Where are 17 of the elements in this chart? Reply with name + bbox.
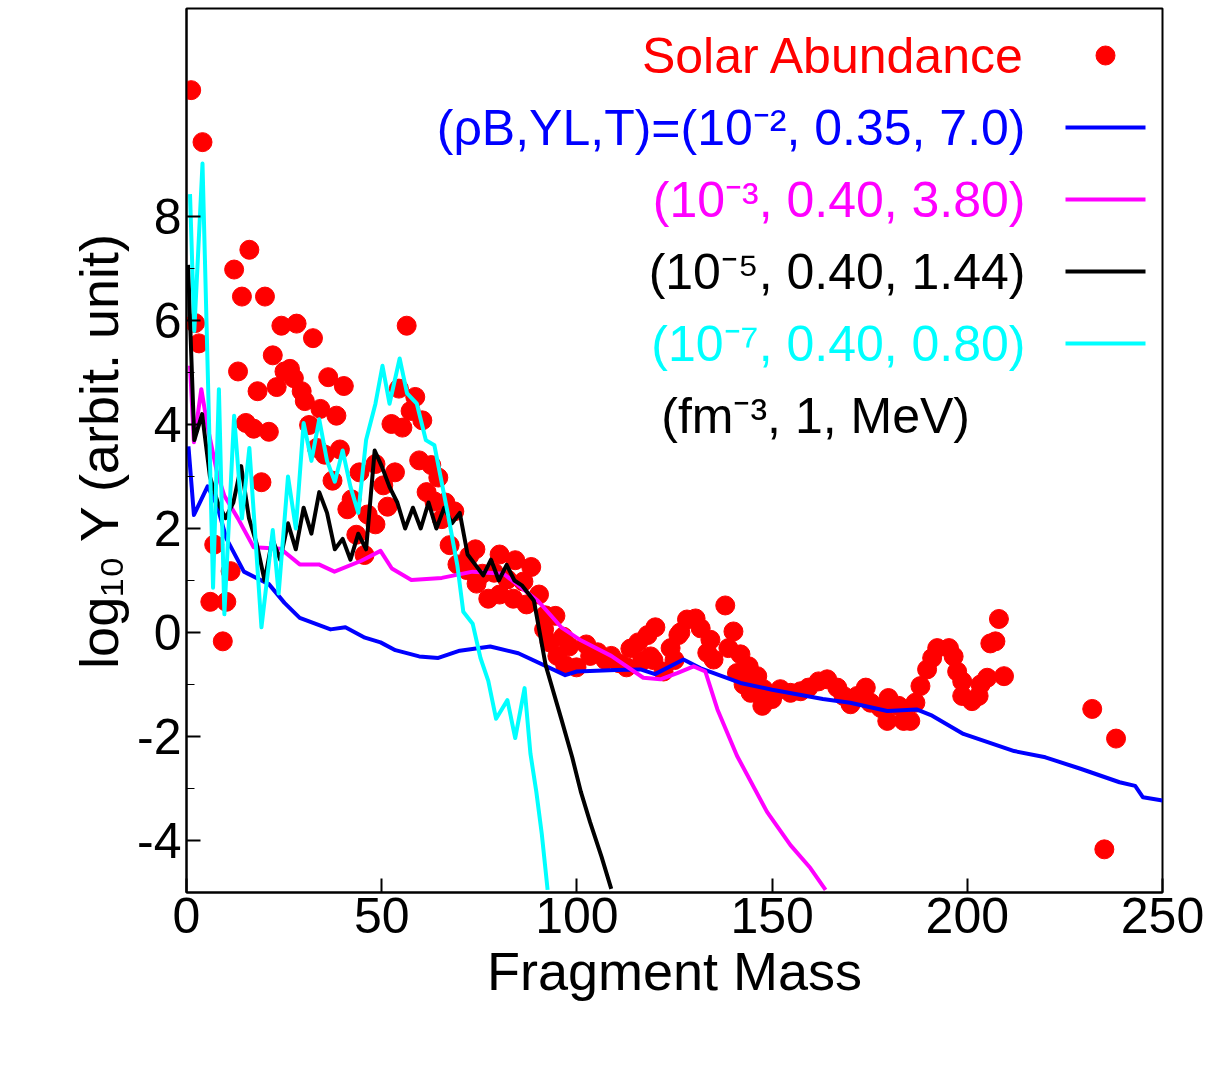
legend-label: (10⁻⁵, 0.40, 1.44) [648, 243, 1026, 300]
legend-label: Solar Abundance [641, 27, 1023, 84]
y-axis-title: log₁₀ Y (arbit. unit) [69, 234, 130, 669]
y-tick-label: -2 [137, 709, 182, 765]
y-tick-label: 2 [153, 501, 182, 557]
y-tick-label: 4 [153, 397, 182, 453]
x-tick-label: 250 [1120, 887, 1205, 944]
x-tick-label: 200 [925, 887, 1010, 944]
y-tick-label: -4 [137, 813, 182, 869]
y-tick-label: 8 [153, 189, 182, 245]
y-tick-label: 6 [153, 293, 182, 349]
legend-label: (10⁻³, 0.40, 3.80) [652, 171, 1026, 228]
legend-label: (10⁻⁷, 0.40, 0.80) [651, 315, 1026, 372]
annotation: (fm⁻³, 1, MeV) [661, 387, 970, 444]
y-tick-label: 0 [153, 605, 182, 661]
legend-label: (ρB,YL,T)=(10⁻², 0.35, 7.0) [436, 99, 1026, 156]
x-tick-label: 50 [353, 887, 410, 944]
